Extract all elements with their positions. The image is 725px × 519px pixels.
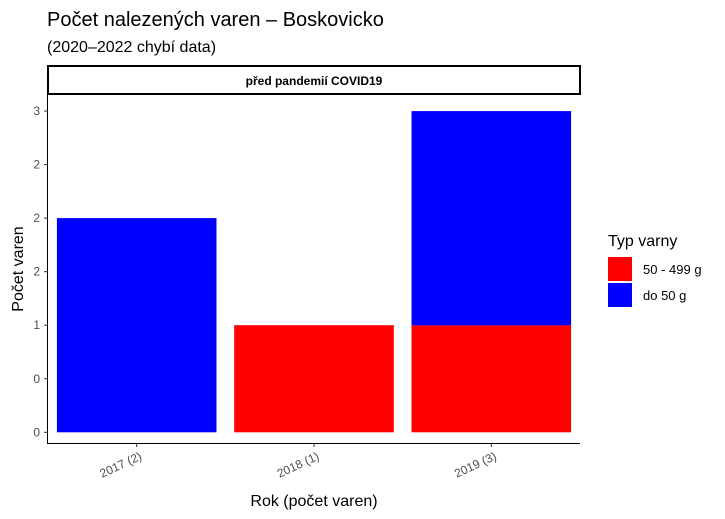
x-tick-label-2019-3: 2019 (3) [452, 449, 498, 481]
legend-swatch-50-499g [608, 257, 632, 281]
facet-strip [47, 65, 581, 95]
y-tick-label: 1 [33, 318, 40, 332]
x-tick-label-2018-1: 2018 (1) [275, 449, 321, 481]
y-tick-label: 2 [33, 211, 40, 225]
y-ticks-group: 0 0 1 2 2 2 3 [33, 104, 48, 439]
bar-2018-1-50-499-g [234, 325, 394, 433]
bar-2017-2-do-50-g [56, 218, 217, 433]
chart-title: Počet nalezených varen – Boskovicko [47, 9, 384, 31]
y-tick-label: 2 [33, 158, 40, 172]
y-tick-label: 2 [33, 265, 40, 279]
legend-swatch-do-50g [608, 283, 632, 307]
x-axis-title: Rok (počet varen) [250, 493, 377, 510]
y-axis-title: Počet varen [10, 226, 27, 311]
y-tick-label: 0 [33, 372, 40, 386]
y-tick-label: 0 [33, 425, 40, 439]
legend-label-50-499g: 50 - 499 g [643, 262, 702, 277]
x-ticks-group: 2017 (2) 2018 (1) 2019 (3) [98, 443, 499, 481]
bar-2019-3-do-50-g [411, 111, 572, 326]
facet-strip-label: před pandemií COVID19 [246, 74, 383, 88]
y-tick-label: 3 [33, 104, 40, 118]
bars-group [56, 111, 572, 433]
x-tick-label-2017-2: 2017 (2) [98, 449, 144, 481]
chart-subtitle: (2020–2022 chybí data) [47, 39, 216, 56]
bar-2019-3-50-499-g [411, 325, 572, 433]
legend-label-do-50g: do 50 g [643, 288, 686, 303]
legend-title: Typ varny [608, 233, 677, 250]
legend: Typ varny 50 - 499 g do 50 g [608, 233, 702, 307]
